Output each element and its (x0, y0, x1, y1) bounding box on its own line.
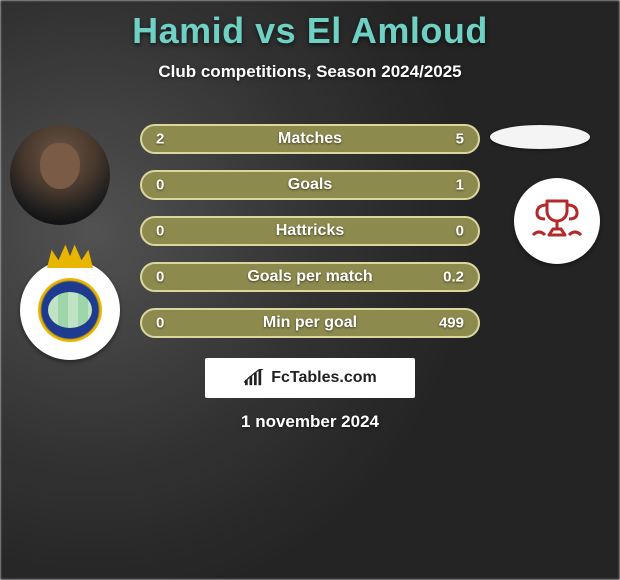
bar-chart-icon (243, 369, 265, 387)
page-title: Hamid vs El Amloud (0, 0, 620, 52)
stat-bar-hattricks: 0 Hattricks 0 (140, 216, 480, 246)
stat-label: Goals per match (247, 268, 372, 286)
stat-left-value: 2 (156, 131, 164, 148)
stat-bar-matches: 2 Matches 5 (140, 124, 480, 154)
stat-left-value: 0 (156, 269, 164, 286)
player-left-avatar (10, 125, 110, 225)
stat-label: Goals (288, 176, 332, 194)
club-left-inner-icon (38, 278, 102, 342)
club-right-badge (514, 178, 600, 264)
stat-right-value: 0.2 (443, 269, 464, 286)
infographic-card: Hamid vs El Amloud Club competitions, Se… (0, 0, 620, 580)
stat-left-value: 0 (156, 223, 164, 240)
stat-label: Min per goal (263, 314, 357, 332)
stat-right-value: 5 (456, 131, 464, 148)
page-subtitle: Club competitions, Season 2024/2025 (0, 62, 620, 82)
stat-right-value: 1 (456, 177, 464, 194)
stat-label: Matches (278, 130, 342, 148)
stat-label: Hattricks (276, 222, 344, 240)
club-left-badge (20, 260, 120, 360)
stat-left-value: 0 (156, 177, 164, 194)
stat-left-value: 0 (156, 315, 164, 332)
stat-right-value: 0 (456, 223, 464, 240)
stat-bar-min-per-goal: 0 Min per goal 499 (140, 308, 480, 338)
stat-bar-goals: 0 Goals 1 (140, 170, 480, 200)
player-right-avatar (490, 125, 590, 149)
stat-bar-goals-per-match: 0 Goals per match 0.2 (140, 262, 480, 292)
watermark-badge: FcTables.com (205, 358, 415, 398)
crown-icon (47, 242, 93, 268)
stat-right-value: 499 (439, 315, 464, 332)
trophy-icon (527, 195, 587, 247)
watermark-text: FcTables.com (271, 369, 377, 387)
infographic-date: 1 november 2024 (241, 412, 379, 432)
stats-bars: 2 Matches 5 0 Goals 1 0 Hattricks 0 0 Go… (140, 124, 480, 354)
